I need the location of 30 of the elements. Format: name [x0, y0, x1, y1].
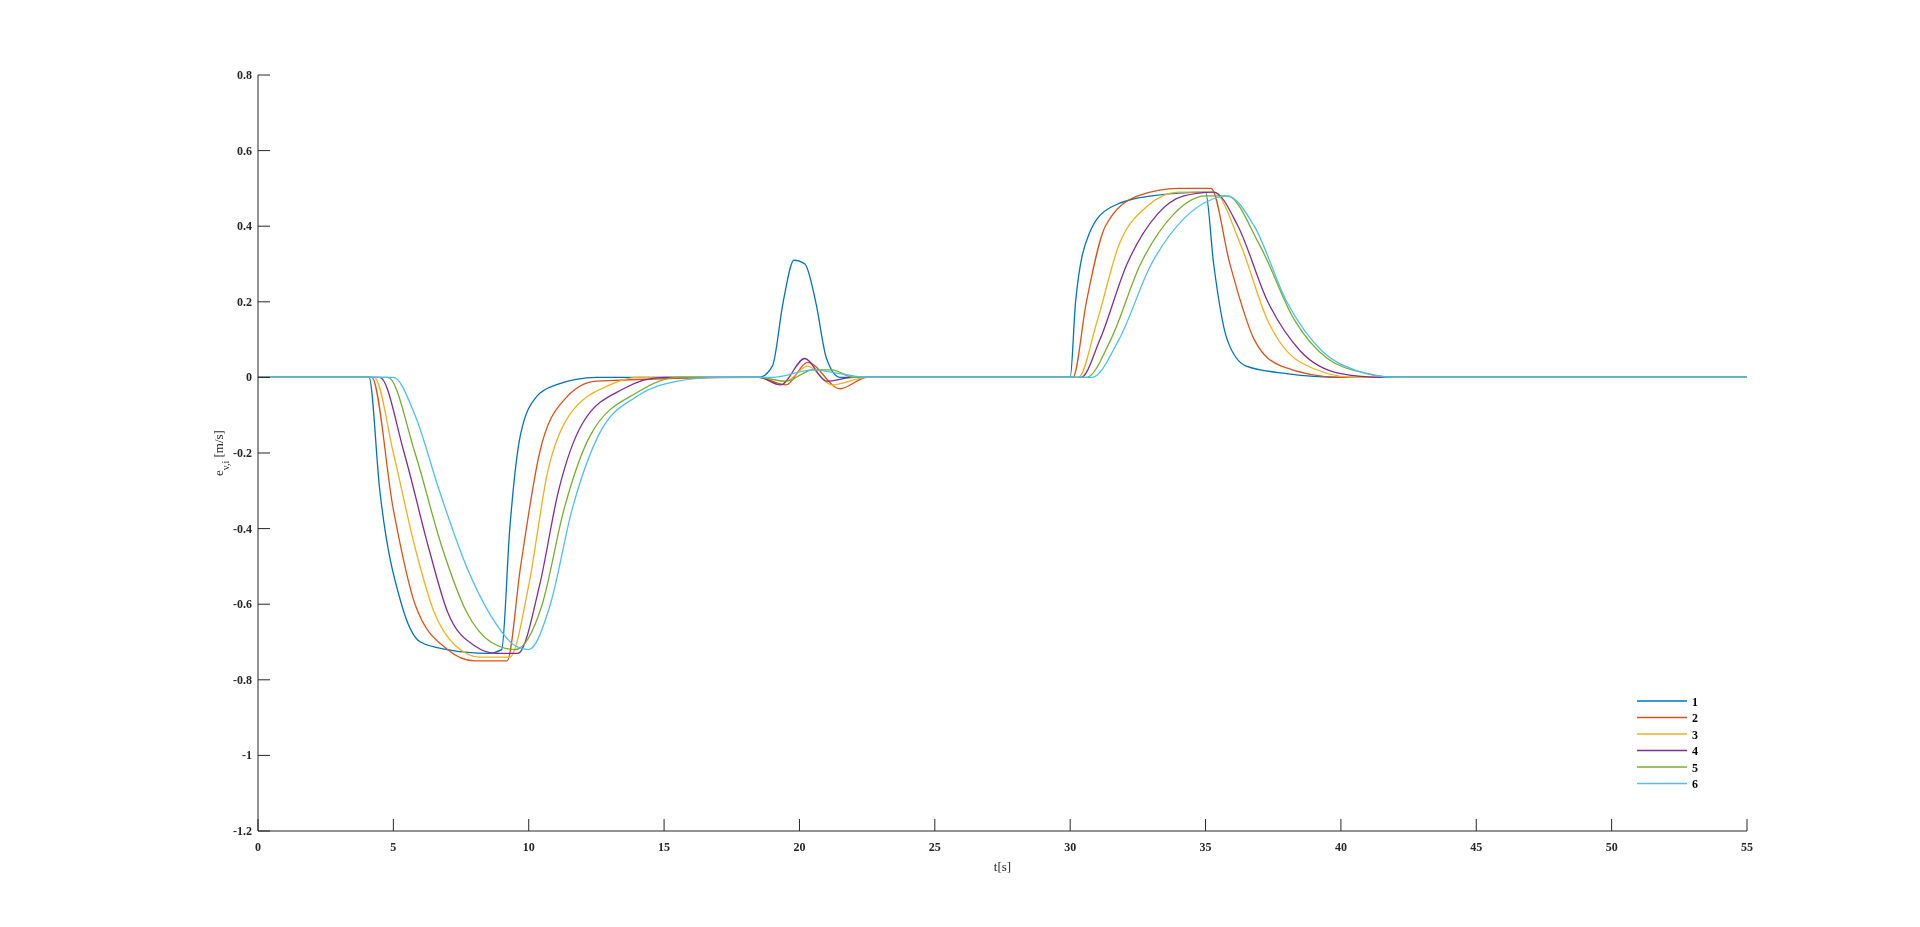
y-tick-label: -1: [242, 748, 252, 763]
x-tick-label: 30: [1064, 840, 1077, 854]
x-tick-label: 50: [1605, 840, 1618, 854]
y-tick-label: 0.2: [237, 294, 252, 309]
y-tick-label: 0.6: [237, 143, 252, 158]
y-tick-label: -0.2: [233, 446, 252, 460]
y-tick-label: -0.6: [233, 597, 252, 612]
legend-label: 3: [1692, 727, 1698, 742]
legend-label: 6: [1692, 777, 1698, 791]
x-tick-label: 35: [1199, 840, 1212, 854]
x-tick-label: 25: [928, 840, 941, 854]
x-tick-label: 45: [1470, 840, 1483, 854]
y-tick-label: -1.2: [233, 824, 252, 838]
y-tick-label: 0.8: [237, 68, 252, 82]
legend-label: 1: [1692, 694, 1698, 709]
legend-label: 2: [1692, 711, 1698, 725]
x-tick-label: 0: [255, 840, 261, 854]
legend-label: 4: [1692, 744, 1698, 758]
x-tick-label: 40: [1334, 840, 1347, 854]
x-tick-label: 20: [793, 840, 806, 854]
y-tick-label: -0.8: [233, 672, 252, 687]
x-axis-title: t[s]: [993, 859, 1012, 874]
y-tick-label: 0.4: [237, 219, 252, 234]
x-tick-label: 15: [658, 840, 671, 854]
x-tick-label: 5: [390, 840, 397, 854]
legend-label: 5: [1692, 760, 1698, 775]
x-tick-label: 10: [522, 840, 535, 854]
x-tick-label: 55: [1741, 840, 1753, 854]
y-tick-label: 0: [246, 370, 252, 385]
y-tick-label: -0.4: [233, 521, 252, 536]
